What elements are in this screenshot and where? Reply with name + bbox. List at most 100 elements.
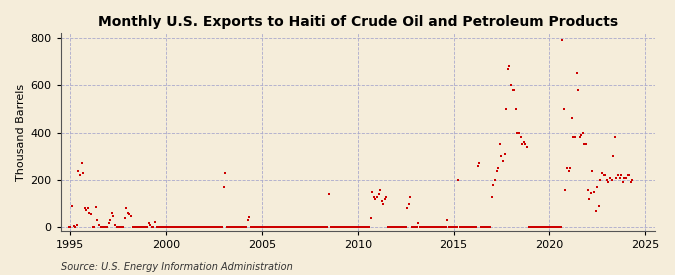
Point (323, 192, 334, 196)
Point (159, 224, 170, 229)
Point (198, 224, 209, 229)
Point (509, 88, 520, 92)
Point (413, 221, 424, 225)
Point (462, 224, 473, 229)
Point (153, 224, 163, 229)
Point (606, 178, 617, 182)
Point (248, 224, 259, 229)
Point (150, 219, 161, 224)
Point (627, 178, 638, 182)
Point (423, 224, 433, 229)
Point (344, 224, 355, 229)
Point (506, 83, 516, 87)
Point (290, 224, 301, 229)
Point (488, 183, 499, 187)
Point (533, 224, 543, 229)
Point (322, 224, 333, 229)
Point (454, 224, 465, 229)
Point (281, 224, 292, 229)
Point (191, 224, 202, 229)
Point (268, 224, 279, 229)
Point (329, 224, 340, 229)
Point (384, 224, 395, 229)
Point (578, 130, 589, 135)
Point (87, 224, 98, 229)
Point (183, 224, 194, 229)
Point (459, 224, 470, 229)
Point (74, 173, 85, 177)
Point (379, 197, 390, 201)
Point (412, 224, 423, 229)
Point (244, 214, 254, 219)
Point (608, 154, 618, 158)
Point (439, 224, 450, 229)
Point (266, 224, 277, 229)
Point (111, 224, 122, 229)
Point (226, 224, 237, 229)
Point (304, 224, 315, 229)
Point (408, 224, 419, 229)
Point (501, 107, 512, 111)
Point (389, 224, 400, 229)
Point (441, 218, 452, 222)
Point (185, 224, 196, 229)
Point (84, 211, 95, 215)
Point (338, 224, 349, 229)
Point (595, 178, 606, 182)
Point (512, 130, 523, 135)
Point (565, 166, 576, 170)
Point (296, 224, 307, 229)
Point (437, 224, 448, 229)
Point (472, 164, 483, 168)
Point (370, 197, 381, 201)
Point (327, 224, 338, 229)
Point (308, 224, 319, 229)
Point (303, 224, 314, 229)
Point (416, 224, 427, 229)
Point (202, 224, 213, 229)
Point (589, 190, 599, 194)
Point (447, 224, 458, 229)
Point (549, 224, 560, 229)
Point (386, 224, 397, 229)
Point (199, 224, 210, 229)
Point (177, 224, 188, 229)
Point (115, 224, 126, 229)
Point (269, 224, 280, 229)
Point (541, 224, 551, 229)
Point (598, 173, 609, 177)
Point (82, 206, 93, 211)
Point (547, 224, 558, 229)
Point (358, 224, 369, 229)
Point (148, 224, 159, 229)
Point (277, 224, 288, 229)
Point (138, 224, 149, 229)
Point (250, 224, 261, 229)
Point (89, 224, 100, 229)
Point (572, 88, 583, 92)
Point (140, 224, 151, 229)
Point (530, 224, 541, 229)
Point (233, 224, 244, 229)
Point (477, 224, 488, 229)
Point (584, 197, 595, 201)
Point (348, 224, 358, 229)
Point (286, 224, 296, 229)
Point (86, 212, 97, 217)
Point (284, 224, 294, 229)
Point (151, 224, 162, 229)
Point (119, 216, 130, 220)
Point (253, 224, 264, 229)
Point (399, 224, 410, 229)
Point (535, 224, 545, 229)
Point (122, 211, 133, 215)
Point (213, 224, 224, 229)
Point (620, 175, 631, 180)
Point (562, 166, 572, 170)
Point (242, 218, 253, 222)
Point (461, 224, 472, 229)
Point (336, 224, 347, 229)
Point (217, 224, 227, 229)
Point (306, 224, 317, 229)
Point (100, 224, 111, 229)
